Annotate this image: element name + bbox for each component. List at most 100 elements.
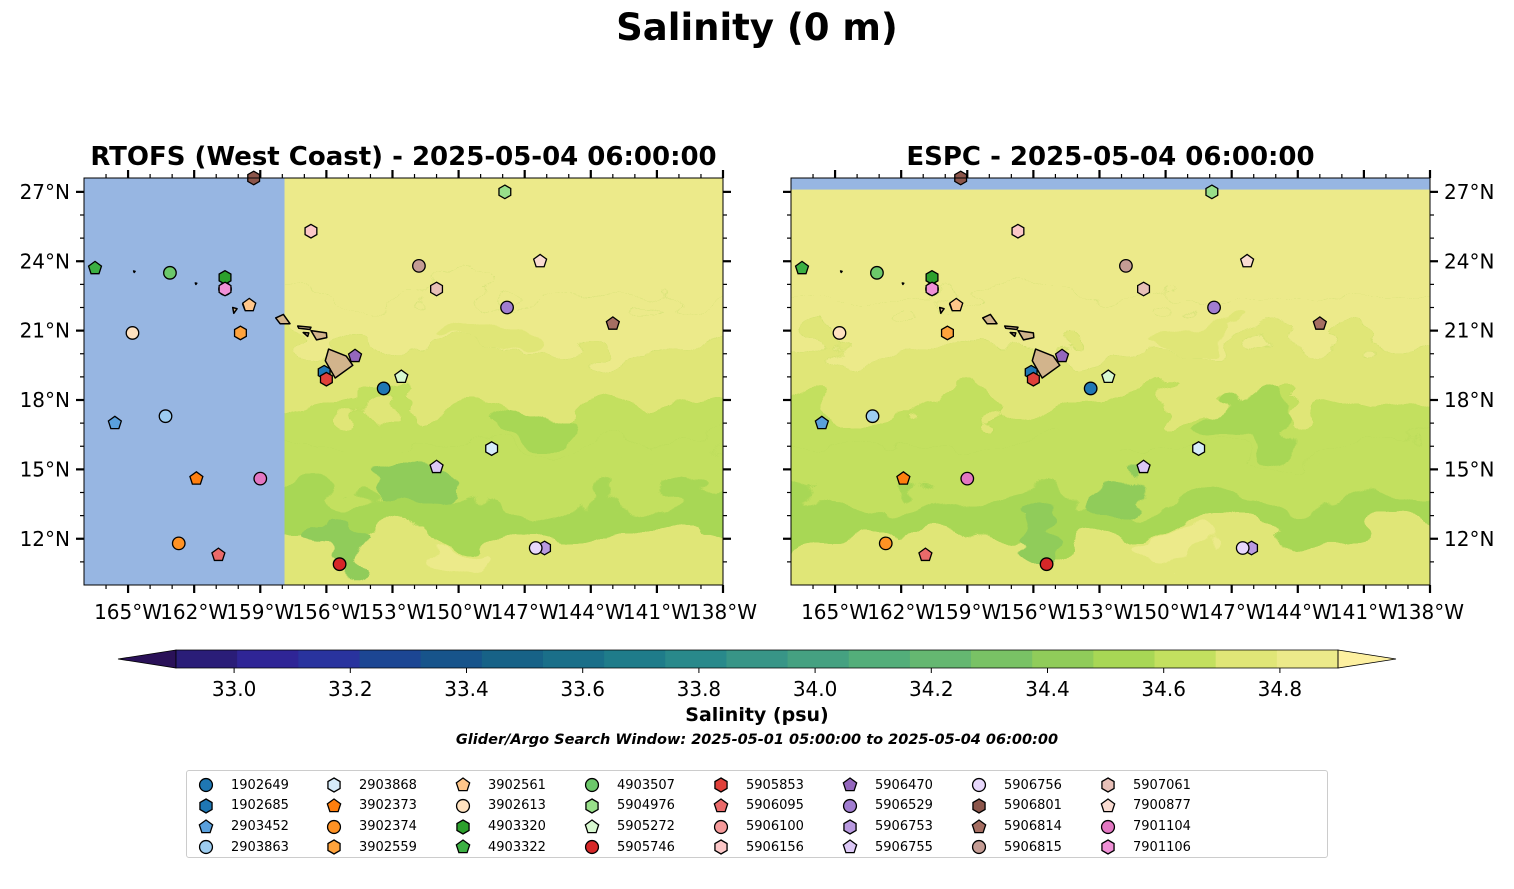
legend-marker <box>326 819 342 834</box>
legend-marker-icon <box>843 818 857 835</box>
y-tick-label: 27°N <box>1444 180 1494 204</box>
y-tick-label: 18°N <box>20 388 70 412</box>
field-eddy <box>507 397 587 440</box>
island <box>274 313 291 325</box>
legend-marker-icon <box>327 839 341 856</box>
map-title-rtofs: RTOFS (West Coast) - 2025-05-04 06:00:00 <box>90 142 717 172</box>
x-tick-label: 147°W <box>491 600 559 624</box>
colorbar-bin <box>1215 650 1278 668</box>
axis-ticks: 165°W162°W159°W156°W153°W150°W147°W144°W… <box>783 170 1494 624</box>
no-data-region <box>791 178 1430 190</box>
legend-item: 1902685 <box>197 796 289 816</box>
legend-item: 1902649 <box>197 775 289 795</box>
float-1902649 <box>376 381 391 396</box>
field-band <box>791 536 1430 585</box>
legend-label: 5906095 <box>746 798 804 814</box>
colorbar-tick-label: 34.0 <box>793 677 838 700</box>
legend-marker-icon <box>971 840 987 855</box>
float-5905746 <box>332 557 347 572</box>
legend-marker <box>1101 777 1115 793</box>
legend-item: 4903320 <box>454 817 546 837</box>
legend-item: 5906755 <box>841 837 933 857</box>
legend-item: 7901106 <box>1099 837 1191 857</box>
legend-marker <box>842 798 858 813</box>
legend-marker <box>584 840 600 855</box>
legend-marker <box>327 839 341 856</box>
colorbar-tick-label: 33.8 <box>677 677 722 700</box>
float-4903322 <box>794 260 810 275</box>
float-5906529 <box>1207 300 1221 315</box>
float-5906095 <box>211 547 226 562</box>
x-tick-label: 150°W <box>1132 600 1200 624</box>
y-tick-label: 24°N <box>20 249 70 273</box>
legend-label: 3902374 <box>359 819 417 835</box>
legend-marker <box>714 777 728 793</box>
float-2903863 <box>158 409 173 424</box>
legend-label: 4903320 <box>488 819 546 835</box>
field-eddy <box>568 258 657 292</box>
field-eddy <box>1017 520 1071 548</box>
float-4903507 <box>870 265 884 280</box>
legend-marker <box>585 798 599 814</box>
legend-item: 5905746 <box>583 837 675 857</box>
field-eddy <box>310 520 364 548</box>
legend-marker-icon <box>585 798 599 814</box>
float-5905853 <box>319 371 333 387</box>
legend-marker-icon <box>326 797 342 813</box>
colorbar-bin <box>909 650 972 668</box>
y-tick-label: 18°N <box>1444 388 1494 412</box>
legend-item: 4903322 <box>454 837 546 857</box>
legend-marker <box>1101 839 1115 856</box>
salinity-field <box>84 178 723 585</box>
legend-item: 7900877 <box>1099 796 1191 816</box>
legend-marker-icon <box>714 777 728 793</box>
x-tick-label: 165°W <box>801 600 869 624</box>
float-5905272 <box>1101 369 1116 384</box>
x-tick-label: 162°W <box>160 600 228 624</box>
legend-item: 5906095 <box>712 796 804 816</box>
colorbar-bin <box>1093 650 1156 668</box>
figure-canvas: 165°W162°W159°W156°W153°W150°W147°W144°W… <box>20 170 1494 700</box>
legend-marker <box>326 797 342 813</box>
axis-ticks: 165°W162°W159°W156°W153°W150°W147°W144°W… <box>20 170 757 624</box>
colorbar-tick-label: 34.8 <box>1258 677 1303 700</box>
legend-marker-icon <box>1101 777 1115 793</box>
legend-item: 7901104 <box>1099 817 1191 837</box>
legend-marker <box>456 818 470 835</box>
float-3902373 <box>896 471 911 485</box>
field-band <box>791 404 1430 447</box>
legend-marker-icon <box>842 839 858 854</box>
legend-item: 5907061 <box>1099 775 1191 795</box>
legend-marker <box>971 777 987 793</box>
legend-item: 5906753 <box>841 817 933 837</box>
colorbar-extend-high <box>1337 649 1397 669</box>
search-window-text: Glider/Argo Search Window: 2025-05-01 05… <box>455 732 1059 748</box>
field-eddy <box>1139 321 1237 350</box>
legend-marker <box>843 818 857 835</box>
x-tick-label: 138°W <box>1396 600 1464 624</box>
legend-marker-icon <box>584 840 600 855</box>
legend-marker-icon <box>1100 819 1116 834</box>
field-eddy <box>427 538 490 562</box>
x-tick-label: 138°W <box>689 600 757 624</box>
colorbar-tick-label: 33.4 <box>444 677 489 700</box>
legend-marker-icon <box>971 777 987 793</box>
float-2903863 <box>865 409 880 424</box>
legend-marker <box>455 839 471 854</box>
field-eddy <box>1086 469 1157 507</box>
field-band <box>791 298 1430 350</box>
legend-item: 2903868 <box>325 775 417 795</box>
field-eddy <box>1286 457 1397 505</box>
field-eddy <box>1044 418 1111 451</box>
float-7900877 <box>1239 253 1255 268</box>
float-5904976 <box>1205 184 1219 200</box>
legend-label: 3902559 <box>359 839 417 855</box>
legend-marker-icon <box>584 777 600 793</box>
legend-marker <box>842 839 858 854</box>
float-5906156 <box>304 223 318 239</box>
legend-item: 3902613 <box>454 796 546 816</box>
legend-label: 1902649 <box>231 777 289 793</box>
x-tick-label: 150°W <box>425 600 493 624</box>
legend-item: 5905853 <box>712 775 804 795</box>
y-tick-label: 21°N <box>1444 319 1494 343</box>
